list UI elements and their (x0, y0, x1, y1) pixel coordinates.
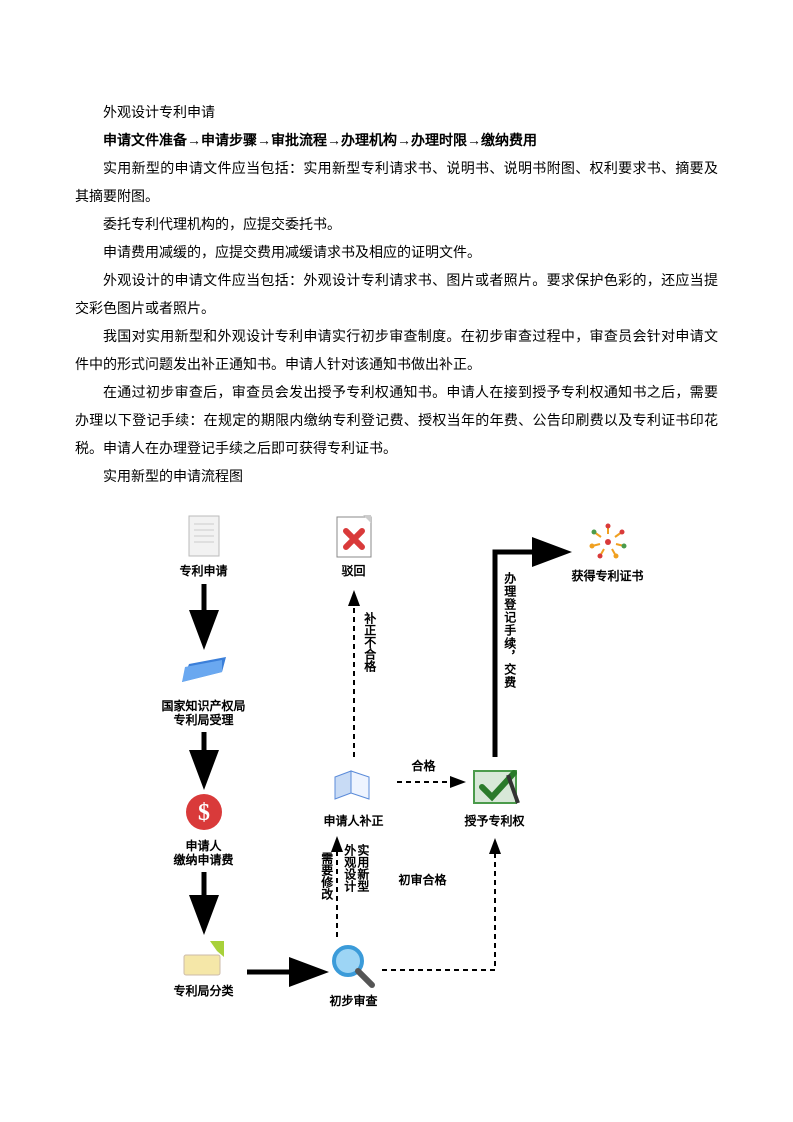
fireworks-icon (581, 517, 635, 567)
node-prelim: 初步审查 (322, 942, 386, 1008)
tag-icon (177, 932, 231, 982)
paragraph-2: 委托专利代理机构的，应提交委托书。 (75, 212, 718, 240)
page-title: 外观设计专利申请 (75, 100, 718, 128)
process-steps-line: 申请文件准备→申请步骤→审批流程→办理机构→办理时限→缴纳费用 (75, 128, 718, 156)
document-page: 外观设计专利申请 申请文件准备→申请步骤→审批流程→办理机构→办理时限→缴纳费用… (0, 0, 793, 1122)
node-classify-label: 专利局分类 (167, 984, 241, 998)
edge-label-correct-reject: 补正不合格 (363, 612, 376, 672)
node-reject-label: 驳回 (327, 564, 381, 578)
document-icon (177, 512, 231, 562)
node-apply: 专利申请 (177, 512, 231, 578)
node-fee: $ 申请人 缴纳申请费 (167, 787, 241, 868)
paragraph-4: 外观设计的申请文件应当包括：外观设计专利请求书、图片或者照片。要求保护色彩的，还… (75, 268, 718, 324)
cross-icon (327, 512, 381, 562)
dollar-icon: $ (177, 787, 231, 837)
edge-label-correct-grant: 合格 (412, 760, 436, 773)
magnifier-icon (327, 942, 381, 992)
edge-label-prelim-correct-1: 需要修改 (320, 852, 333, 900)
book-icon (327, 762, 381, 812)
edge-label-prelim-correct-2: 实用新型 外观设计 (343, 844, 369, 892)
node-correct-label: 申请人补正 (317, 814, 391, 828)
node-fee-label: 申请人 缴纳申请费 (167, 839, 241, 868)
node-cert-label: 获得专利证书 (565, 569, 651, 583)
check-icon (468, 762, 522, 812)
paragraph-1: 实用新型的申请文件应当包括：实用新型专利请求书、说明书、说明书附图、权利要求书、… (75, 156, 718, 212)
node-correct: 申请人补正 (317, 762, 391, 828)
paragraph-3: 申请费用减缓的，应提交费用减缓请求书及相应的证明文件。 (75, 240, 718, 268)
node-cert: 获得专利证书 (565, 517, 651, 583)
folder-icon (177, 647, 231, 697)
node-classify: 专利局分类 (167, 932, 241, 998)
paragraph-5: 我国对实用新型和外观设计专利申请实行初步审查制度。在初步审查过程中，审查员会针对… (75, 324, 718, 380)
node-grant-label: 授予专利权 (457, 814, 533, 828)
edge-label-grant-cert: 办理登记手续，交费 (503, 572, 516, 689)
paragraph-6: 在通过初步审查后，审查员会发出授予专利权通知书。申请人在接到授予专利权通知书之后… (75, 380, 718, 464)
edge-label-prelim-grant: 初审合格 (399, 874, 447, 887)
arrow-prelim-grant (382, 842, 495, 970)
paragraph-7-flowchart-title: 实用新型的申请流程图 (75, 464, 718, 492)
node-reject: 驳回 (327, 512, 381, 578)
node-accept: 国家知识产权局 专利局受理 (157, 647, 251, 728)
node-prelim-label: 初步审查 (322, 994, 386, 1008)
svg-text:$: $ (198, 800, 210, 826)
node-apply-label: 专利申请 (177, 564, 231, 578)
node-accept-label: 国家知识产权局 专利局受理 (157, 699, 251, 728)
flowchart-container: 专利申请 国家知识产权局 专利局受理 $ 申请人 缴纳申请费 专利局分类 (137, 502, 657, 1062)
node-grant: 授予专利权 (457, 762, 533, 828)
